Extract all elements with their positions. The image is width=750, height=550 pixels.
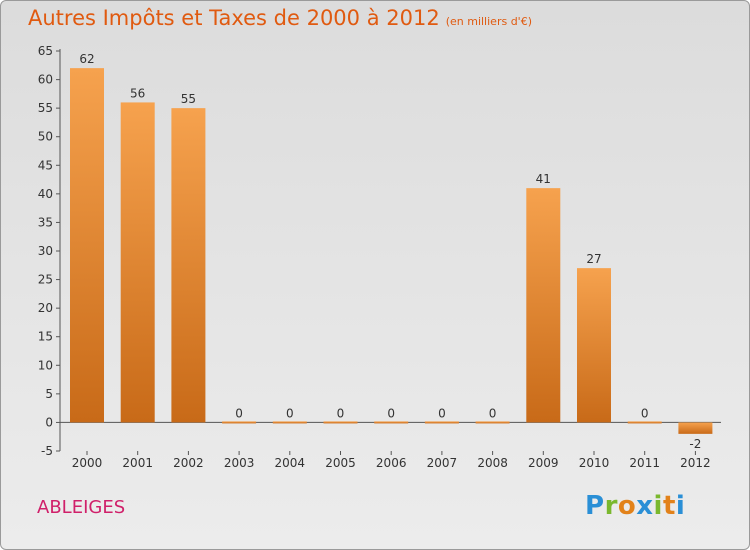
y-tick-label: 5 [45, 387, 53, 401]
chart-title: Autres Impôts et Taxes de 2000 à 2012 (en… [28, 6, 532, 30]
chart-unit: (en milliers d'€) [445, 15, 532, 28]
data-label: 0 [286, 406, 294, 420]
bar [577, 268, 611, 423]
y-tick-label: 50 [38, 130, 53, 144]
x-tick-label: 2006 [376, 456, 407, 470]
x-tick-label: 2012 [680, 456, 711, 470]
bar [323, 421, 358, 424]
x-tick-label: 2001 [122, 456, 153, 470]
data-label: 0 [489, 406, 497, 420]
data-label: 0 [235, 406, 243, 420]
y-tick-label: 40 [38, 187, 53, 201]
y-tick-label: 20 [38, 301, 53, 315]
commune-name: ABLEIGES [37, 497, 126, 518]
x-tick-label: 2008 [477, 456, 508, 470]
data-label: 55 [181, 92, 196, 106]
bar [120, 102, 155, 423]
bar [526, 188, 561, 423]
y-tick-label: 45 [38, 158, 53, 172]
x-tick-label: 2011 [629, 456, 660, 470]
chart-title-text: Autres Impôts et Taxes de 2000 à 2012 [28, 6, 440, 30]
data-label: 27 [586, 252, 601, 266]
y-tick-label: 60 [38, 73, 53, 87]
x-tick-label: 2009 [528, 456, 559, 470]
bar [627, 421, 662, 424]
x-tick-label: 2003 [224, 456, 255, 470]
logo-letter: x [636, 491, 654, 521]
data-label: 62 [79, 52, 94, 66]
x-tick-label: 2007 [427, 456, 458, 470]
data-label: 0 [337, 406, 345, 420]
logo-letter: o [617, 491, 637, 521]
logo-letter: i [675, 491, 686, 521]
x-tick-label: 2000 [72, 456, 103, 470]
y-tick-label: 15 [38, 330, 53, 344]
y-tick-label: 10 [38, 358, 53, 372]
logo-letter: i [653, 491, 663, 521]
y-tick-label: 35 [38, 215, 53, 229]
y-tick-label: 25 [38, 273, 53, 287]
y-tick-label: 0 [45, 415, 53, 429]
data-label: 0 [641, 406, 649, 420]
proxiti-logo: Proxiti [585, 491, 685, 521]
x-tick-label: 2005 [325, 456, 356, 470]
logo-letter: r [604, 491, 618, 521]
bar [475, 421, 510, 424]
data-label: 41 [536, 172, 551, 186]
data-label: 0 [438, 406, 446, 420]
y-tick-label: -5 [41, 444, 53, 458]
logo-letter: t [662, 491, 676, 521]
y-tick-label: 55 [38, 101, 53, 115]
bar [222, 421, 257, 424]
y-tick-label: 65 [38, 44, 53, 58]
bar [70, 68, 104, 423]
bar [272, 421, 307, 424]
bar [678, 422, 713, 434]
logo-letter: P [585, 491, 605, 521]
x-tick-label: 2010 [579, 456, 610, 470]
bar [171, 108, 206, 423]
bar [424, 421, 459, 424]
data-label: 56 [130, 86, 145, 100]
data-label: 0 [387, 406, 395, 420]
bar [374, 421, 409, 424]
x-tick-label: 2004 [275, 456, 306, 470]
y-tick-label: 30 [38, 244, 53, 258]
data-label: -2 [689, 437, 701, 451]
x-tick-label: 2002 [173, 456, 204, 470]
